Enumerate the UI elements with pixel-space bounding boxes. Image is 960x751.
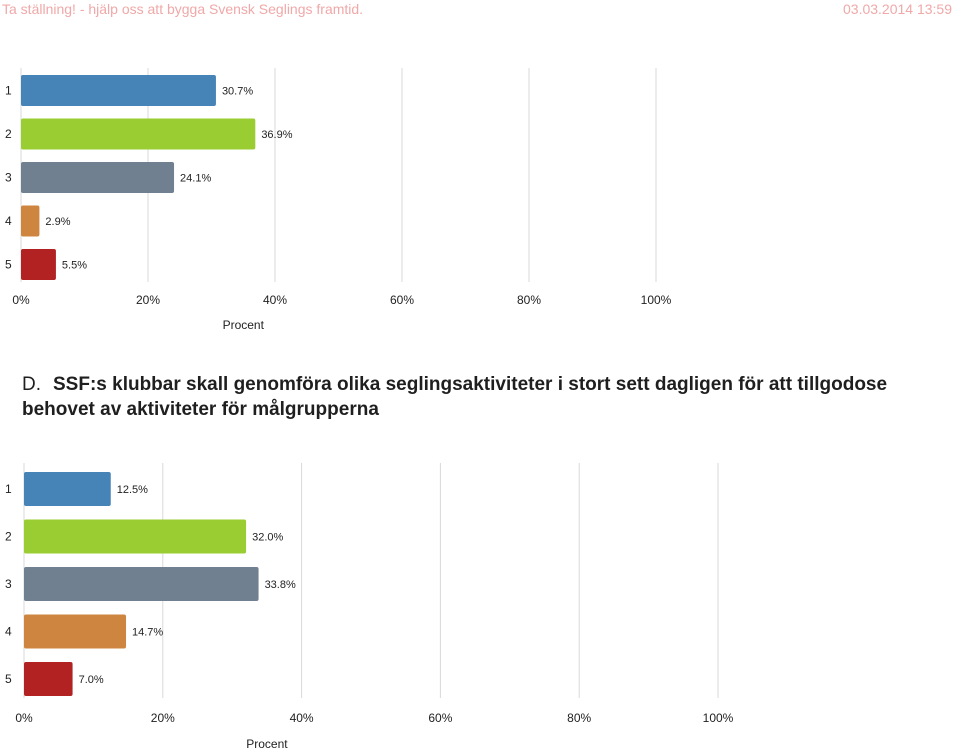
chart2-data-label: 14.7% bbox=[132, 627, 163, 639]
chart2-x-axis-title: Procent bbox=[246, 737, 288, 751]
chart1-bar-3 bbox=[21, 162, 175, 193]
chart1-bar-5 bbox=[21, 249, 56, 280]
chart1-bar-4 bbox=[21, 205, 40, 237]
chart2-category-label: 2 bbox=[5, 530, 12, 544]
chart1-category-label: 3 bbox=[5, 171, 12, 185]
chart2-x-tick-label: 20% bbox=[151, 711, 175, 725]
chart1-bar-1 bbox=[21, 75, 216, 106]
chart1-x-tick-label: 0% bbox=[12, 293, 30, 307]
chart2-x-tick-label: 0% bbox=[15, 711, 33, 725]
chart2-data-label: 32.0% bbox=[252, 532, 283, 544]
chart2-category-label: 1 bbox=[5, 482, 12, 496]
question-d-prefix: D. bbox=[22, 374, 41, 395]
chart-previous-question: 0% 20% 40% 60% 80% 100% 1 30.7% 2 36.9% 3 24.1% 4 2.9… bbox=[5, 68, 672, 332]
chart1-x-axis-title: Procent bbox=[223, 318, 265, 332]
chart1-x-tick-label: 40% bbox=[263, 293, 287, 307]
chart2-bar-4 bbox=[24, 614, 127, 649]
chart1-data-label: 36.9% bbox=[261, 129, 292, 141]
chart1-category-label: 5 bbox=[5, 258, 12, 272]
chart1-x-tick-label: 20% bbox=[136, 293, 160, 307]
chart1-x-tick-label: 100% bbox=[641, 293, 672, 307]
chart2-data-label: 12.5% bbox=[117, 484, 148, 496]
chart1-data-label: 2.9% bbox=[45, 216, 70, 228]
chart2-x-tick-label: 40% bbox=[290, 711, 314, 725]
chart2-category-label: 3 bbox=[5, 577, 12, 591]
chart1-category-label: 1 bbox=[5, 84, 12, 98]
question-d-heading: D. SSF:s klubbar skall genomföra olika se… bbox=[22, 372, 957, 422]
chart2-x-tick-label: 100% bbox=[703, 711, 734, 725]
chart2-bar-2 bbox=[24, 519, 247, 554]
chart2-data-label: 33.8% bbox=[265, 579, 296, 591]
question-d-text: SSF:s klubbar skall genomföra olika segl… bbox=[22, 374, 888, 420]
chart2-x-tick-label: 80% bbox=[567, 711, 591, 725]
chart2-category-label: 5 bbox=[5, 672, 12, 686]
chart1-x-tick-label: 60% bbox=[390, 293, 414, 307]
chart1-data-label: 24.1% bbox=[180, 173, 211, 185]
chart1-data-label: 5.5% bbox=[62, 260, 87, 272]
chart2-bar-5 bbox=[24, 662, 73, 696]
chart1-x-tick-label: 80% bbox=[517, 293, 541, 307]
chart2-category-label: 4 bbox=[5, 625, 12, 639]
chart2-bar-3 bbox=[24, 567, 259, 601]
chart1-data-label: 30.7% bbox=[222, 86, 253, 98]
chart2-bar-1 bbox=[24, 472, 111, 506]
chart-question-d: 0% 20% 40% 60% 80% 100% 1 12.5% 2 32.0% 3 33.8% 4 14.… bbox=[5, 463, 734, 751]
survey-title: Ta ställning! - hjälp oss att bygga Sven… bbox=[2, 1, 364, 17]
page-header: Ta ställning! - hjälp oss att bygga Sven… bbox=[0, 0, 960, 22]
report-datetime: 03.03.2014 13:59 bbox=[843, 1, 952, 17]
chart2-data-label: 7.0% bbox=[79, 674, 104, 686]
chart2-x-tick-label: 60% bbox=[428, 711, 452, 725]
chart1-category-label: 4 bbox=[5, 214, 12, 228]
chart1-category-label: 2 bbox=[5, 127, 12, 141]
chart1-bar-2 bbox=[21, 118, 256, 150]
